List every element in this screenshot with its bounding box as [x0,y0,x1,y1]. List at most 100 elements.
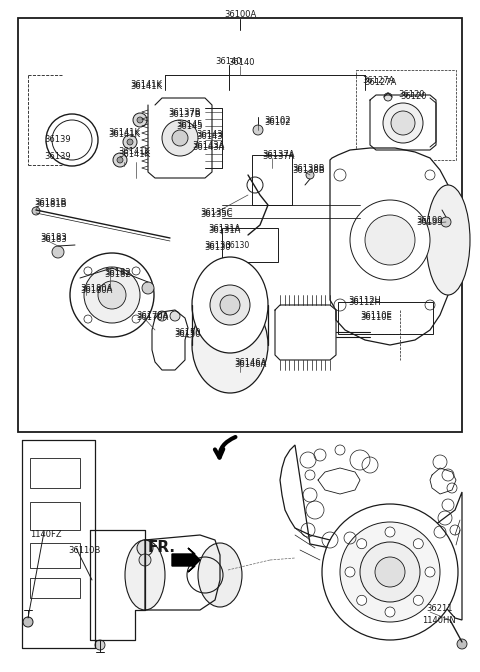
Circle shape [391,111,415,135]
Circle shape [84,267,140,323]
Bar [252,155,292,205]
Ellipse shape [192,297,268,393]
Circle shape [95,640,105,650]
Circle shape [345,567,355,577]
Circle shape [365,215,415,265]
Text: 36110E: 36110E [360,311,392,320]
Text: 1140HN: 1140HN [422,616,456,625]
Circle shape [32,207,40,215]
Circle shape [413,595,423,605]
Circle shape [253,125,263,135]
Circle shape [98,281,126,309]
Text: 36112H: 36112H [348,296,381,305]
Polygon shape [330,148,448,345]
Text: 36182: 36182 [104,270,131,279]
Bar [30,578,80,598]
Ellipse shape [198,543,242,607]
Circle shape [117,157,123,163]
Text: 36110E: 36110E [360,313,392,322]
Text: 36180A: 36180A [80,284,112,293]
Text: 36120: 36120 [398,90,424,99]
Bar [30,543,80,568]
Bar [18,18,462,432]
Text: 36146A: 36146A [234,358,266,367]
Text: 36135C: 36135C [200,210,232,219]
Text: 36143: 36143 [196,132,223,141]
Circle shape [350,200,430,280]
Text: 36183: 36183 [40,235,67,244]
Text: 36141K: 36141K [108,128,140,137]
Text: 36138B: 36138B [292,164,324,173]
Text: 36143A: 36143A [192,143,224,152]
Circle shape [457,639,467,649]
Text: 36100A: 36100A [224,10,256,19]
Text: FR.: FR. [148,540,176,555]
Bar [30,502,80,530]
Circle shape [340,522,440,622]
Bar [222,228,278,262]
Circle shape [133,113,147,127]
Text: 36181B: 36181B [34,200,67,209]
Bar [356,70,456,160]
Text: 36211: 36211 [426,604,453,613]
Circle shape [142,282,154,294]
Text: 36138B: 36138B [292,166,324,175]
Text: 36150: 36150 [174,330,201,339]
Text: 36135C: 36135C [200,208,232,217]
Text: 36183: 36183 [40,233,67,242]
Text: 36127A: 36127A [364,78,396,87]
Text: 36145: 36145 [176,120,203,129]
Text: 36127A: 36127A [362,76,395,85]
Text: 36130: 36130 [204,243,230,252]
Circle shape [139,554,151,566]
Text: 36110B: 36110B [68,546,100,555]
Circle shape [385,527,395,537]
Circle shape [113,153,127,167]
Text: 36143: 36143 [196,130,223,139]
Bar [338,302,433,334]
Circle shape [220,295,240,315]
Polygon shape [280,445,462,620]
Circle shape [52,246,64,258]
Text: 36170A: 36170A [136,311,168,320]
Circle shape [157,311,167,321]
Circle shape [170,311,180,321]
Text: 36112H: 36112H [348,298,381,307]
Text: 36140: 36140 [216,57,242,66]
Polygon shape [172,548,200,572]
Text: 36137A: 36137A [262,152,295,161]
Circle shape [132,267,140,275]
Circle shape [132,315,140,323]
Circle shape [383,103,423,143]
Text: 36130: 36130 [225,241,249,249]
Circle shape [137,117,143,123]
Text: 1140FZ: 1140FZ [30,530,61,539]
Circle shape [52,120,92,160]
Text: 36131A: 36131A [208,226,240,235]
Text: 36199: 36199 [416,218,443,227]
Text: 36141K: 36141K [130,80,162,89]
Circle shape [334,169,346,181]
Circle shape [425,567,435,577]
Text: 36145: 36145 [176,122,203,131]
Text: 36141K: 36141K [118,150,150,159]
Circle shape [46,114,98,166]
Circle shape [84,267,92,275]
Text: 36181B: 36181B [34,198,67,207]
Text: 36140: 36140 [228,58,254,67]
Text: 36131A: 36131A [208,224,240,233]
Circle shape [210,285,250,325]
Text: 36143A: 36143A [192,141,224,150]
Text: 36137A: 36137A [262,150,295,159]
Text: 36141K: 36141K [108,130,140,139]
Text: 36102: 36102 [264,116,290,125]
Ellipse shape [192,257,268,353]
Bar [30,458,80,488]
Circle shape [441,217,451,227]
Circle shape [70,253,154,337]
Circle shape [425,170,435,180]
Circle shape [127,139,133,145]
Circle shape [123,135,137,149]
Circle shape [306,171,314,179]
Ellipse shape [426,185,470,295]
